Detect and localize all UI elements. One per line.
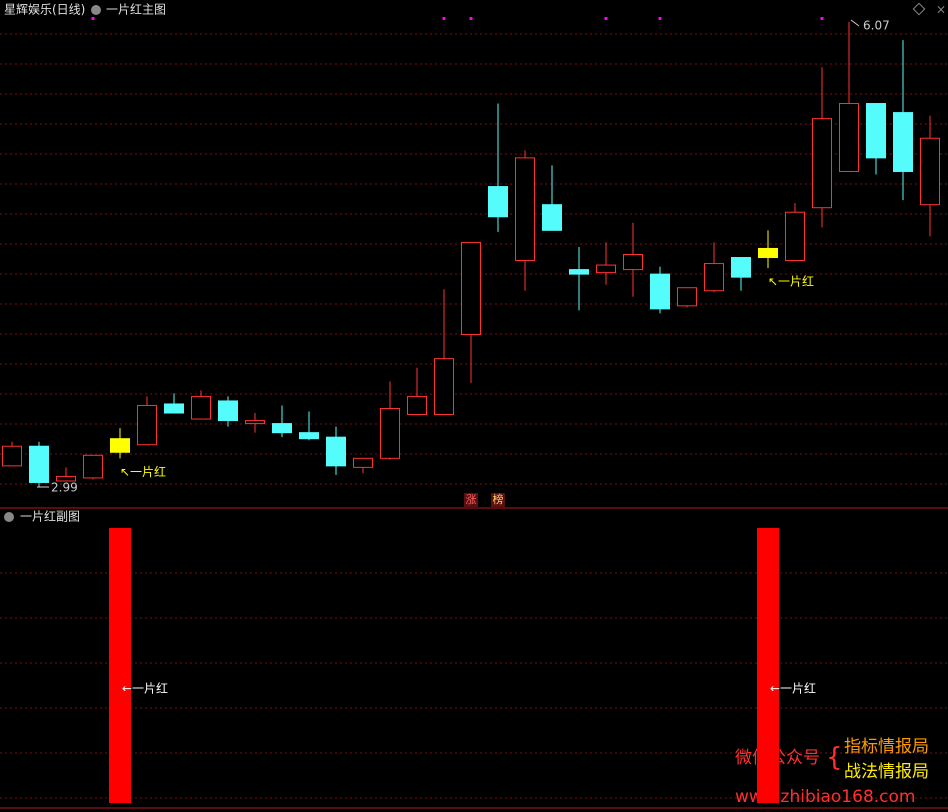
candle-body — [137, 404, 157, 446]
candle-body — [677, 287, 697, 307]
main-title: 一片红主图 — [106, 2, 166, 17]
candle-body — [839, 103, 859, 172]
candle-body — [488, 186, 508, 218]
candle-body — [245, 420, 265, 425]
tag-box — [464, 493, 478, 507]
dot-marker — [658, 17, 662, 20]
candle-body — [164, 403, 184, 414]
dot-marker — [604, 17, 608, 20]
signal-label: ↖一片红 — [120, 464, 166, 479]
sub-title: 一片红副图 — [20, 509, 80, 524]
menu-icon[interactable] — [4, 512, 14, 522]
candle-body — [326, 436, 346, 467]
candle-body — [893, 112, 913, 172]
candle-body — [407, 395, 427, 416]
tag-label: 榜 — [493, 492, 504, 506]
candle-body — [812, 118, 832, 209]
candle-body — [299, 432, 319, 440]
candle-body — [434, 358, 454, 416]
candle-body — [650, 273, 670, 310]
candle-body — [29, 445, 49, 483]
candle-body — [920, 137, 940, 206]
candle-body — [272, 423, 292, 434]
diamond-button[interactable] — [912, 2, 926, 16]
tag-label: 涨 — [466, 493, 477, 506]
arrow — [850, 19, 860, 27]
candle-body — [866, 103, 886, 159]
dot-marker — [91, 17, 95, 20]
candle-body — [2, 445, 22, 467]
candle-body — [191, 395, 211, 420]
dot-marker — [469, 17, 473, 20]
dot-marker — [820, 17, 824, 20]
candle-body — [596, 264, 616, 274]
watermark: 指标情报局 — [844, 737, 929, 757]
close-button[interactable]: × — [936, 3, 946, 17]
candle-body — [380, 407, 400, 459]
candle-body — [56, 475, 76, 482]
tag-box — [491, 493, 505, 507]
candle-body — [704, 263, 724, 292]
candle-body — [542, 204, 562, 231]
candle-body — [623, 254, 643, 271]
brace: { — [826, 743, 843, 773]
bar-label: ←一片红 — [770, 681, 816, 696]
dot-marker — [442, 17, 446, 20]
signal-label: ↖一片红 — [768, 274, 814, 289]
low-label: 2.99 — [51, 481, 78, 495]
menu-icon[interactable] — [91, 5, 101, 15]
candle-body — [569, 269, 589, 275]
candle-body — [461, 241, 481, 336]
candle-body — [110, 438, 130, 453]
high-label: 6.07 — [863, 19, 890, 33]
candle-body — [731, 257, 751, 278]
candle-body — [785, 211, 805, 262]
watermark: www.zhibiao168.com — [735, 787, 915, 807]
signal-bar — [109, 528, 131, 803]
candle-body — [218, 400, 238, 422]
candle-body — [83, 454, 103, 479]
candle-body — [353, 457, 373, 468]
candle-body — [758, 247, 778, 259]
bar-label: ←一片红 — [122, 681, 168, 696]
watermark: 战法情报局 — [844, 762, 929, 782]
stock-title: 星辉娱乐(日线) — [4, 3, 85, 17]
signal-bar — [757, 528, 779, 803]
candle-body — [515, 157, 535, 262]
